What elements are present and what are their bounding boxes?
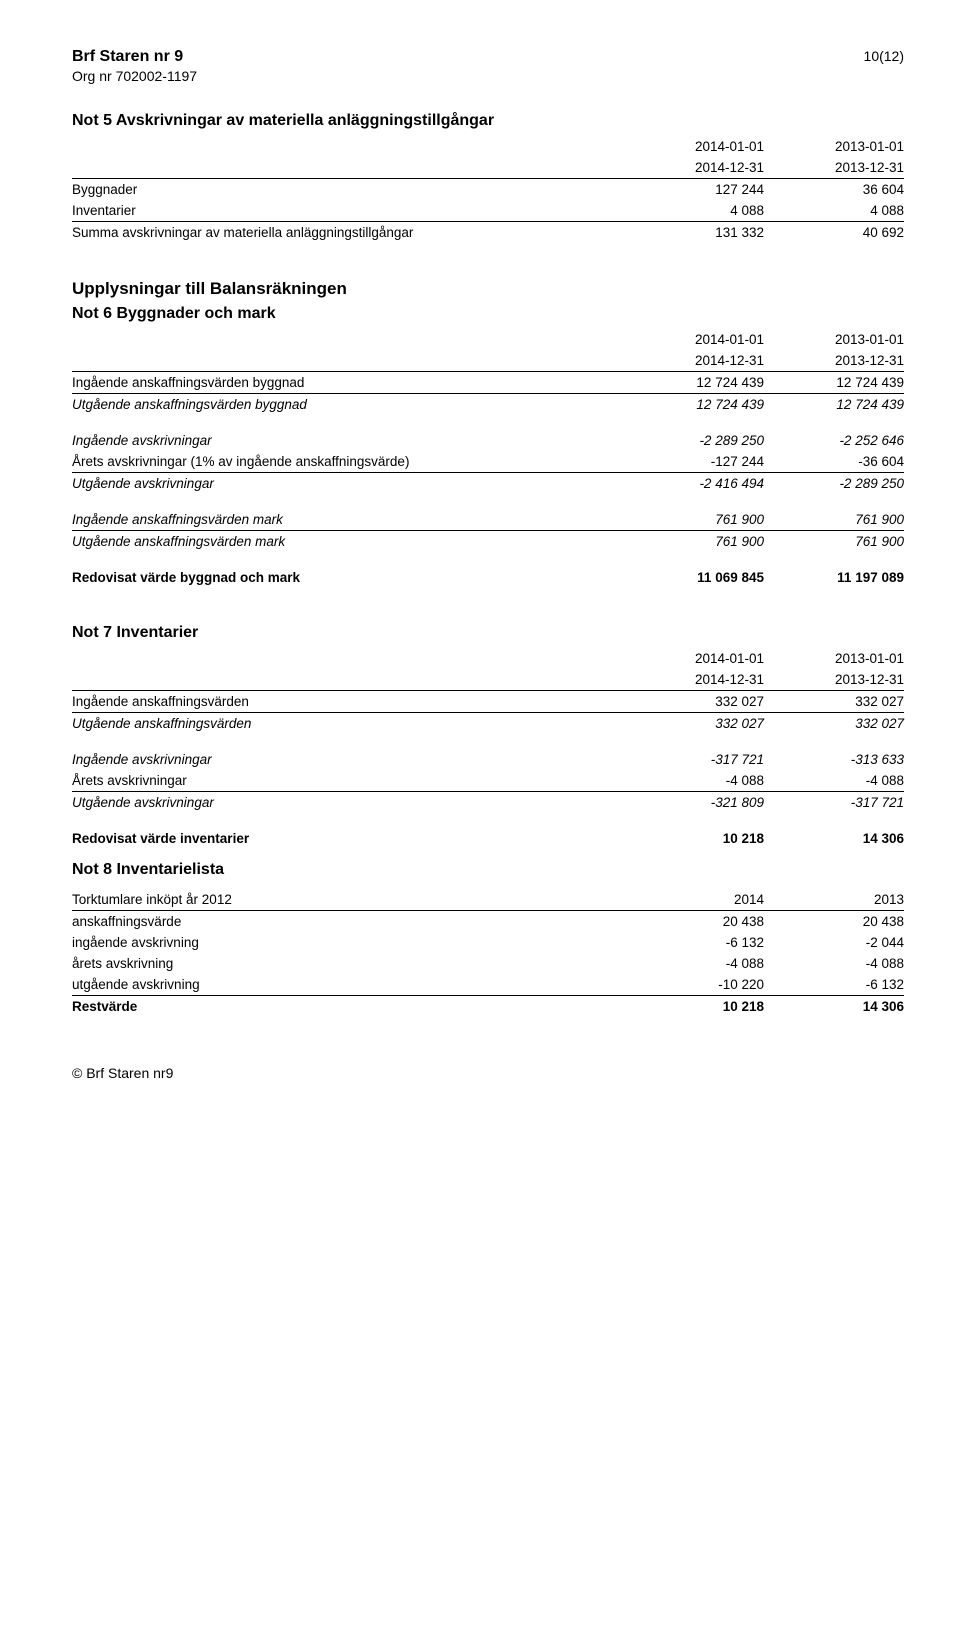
cell: 11 197 089 xyxy=(764,552,904,588)
cell: 11 069 845 xyxy=(644,552,764,588)
cell: 12 724 439 xyxy=(764,394,904,416)
row-label: Utgående avskrivningar xyxy=(72,792,644,814)
row-label: årets avskrivning xyxy=(72,953,644,974)
cell: -2 252 646 xyxy=(764,415,904,451)
cell: 2014 xyxy=(644,889,764,911)
cell: 2013 xyxy=(764,889,904,911)
col-header: 2013-12-31 xyxy=(764,157,904,179)
cell: 332 027 xyxy=(644,691,764,713)
cell: 332 027 xyxy=(764,713,904,735)
not7-table: 2014-01-01 2013-01-01 2014-12-31 2013-12… xyxy=(72,648,904,849)
row-label: Redovisat värde inventarier xyxy=(72,813,644,849)
row-label: Utgående anskaffningsvärden mark xyxy=(72,531,644,553)
cell: 332 027 xyxy=(644,713,764,735)
row-label: Ingående anskaffningsvärden mark xyxy=(72,494,644,531)
not5-table: 2014-01-01 2013-01-01 2014-12-31 2013-12… xyxy=(72,136,904,243)
cell: 40 692 xyxy=(764,222,904,244)
cell: 20 438 xyxy=(644,911,764,933)
col-header: 2013-12-31 xyxy=(764,350,904,372)
footer-copyright: © Brf Staren nr9 xyxy=(72,1065,904,1081)
row-label: Utgående avskrivningar xyxy=(72,473,644,495)
not6-table: 2014-01-01 2013-01-01 2014-12-31 2013-12… xyxy=(72,329,904,588)
org-title: Brf Staren nr 9 xyxy=(72,48,183,66)
row-label: Restvärde xyxy=(72,996,644,1018)
cell: 36 604 xyxy=(764,179,904,201)
page-header: Brf Staren nr 9 10(12) xyxy=(72,48,904,66)
cell: 20 438 xyxy=(764,911,904,933)
row-label: Utgående anskaffningsvärden byggnad xyxy=(72,394,644,416)
cell: -313 633 xyxy=(764,734,904,770)
row-label: Årets avskrivningar xyxy=(72,770,644,792)
cell: -6 132 xyxy=(644,932,764,953)
cell: -2 044 xyxy=(764,932,904,953)
cell: -6 132 xyxy=(764,974,904,996)
col-header: 2014-12-31 xyxy=(644,350,764,372)
cell: 761 900 xyxy=(644,494,764,531)
not6-title: Not 6 Byggnader och mark xyxy=(72,305,904,323)
row-label: Ingående anskaffningsvärden xyxy=(72,691,644,713)
cell: -321 809 xyxy=(644,792,764,814)
cell: 761 900 xyxy=(764,494,904,531)
col-header: 2013-12-31 xyxy=(764,669,904,691)
not5-title: Not 5 Avskrivningar av materiella anlägg… xyxy=(72,112,904,130)
cell: 4 088 xyxy=(764,200,904,222)
row-label: Ingående avskrivningar xyxy=(72,415,644,451)
cell: 12 724 439 xyxy=(644,372,764,394)
row-label: Ingående avskrivningar xyxy=(72,734,644,770)
cell: -4 088 xyxy=(644,770,764,792)
not7-title: Not 7 Inventarier xyxy=(72,624,904,642)
row-label: Utgående anskaffningsvärden xyxy=(72,713,644,735)
row-label: anskaffningsvärde xyxy=(72,911,644,933)
cell: -4 088 xyxy=(764,953,904,974)
cell: -4 088 xyxy=(764,770,904,792)
row-label: ingående avskrivning xyxy=(72,932,644,953)
row-label: utgående avskrivning xyxy=(72,974,644,996)
not8-table: Torktumlare inköpt år 2012 2014 2013 ans… xyxy=(72,889,904,1017)
cell: -2 289 250 xyxy=(644,415,764,451)
cell: 127 244 xyxy=(644,179,764,201)
cell: -2 416 494 xyxy=(644,473,764,495)
col-header: 2014-01-01 xyxy=(644,648,764,669)
page-number: 10(12) xyxy=(864,48,904,64)
cell: -127 244 xyxy=(644,451,764,473)
row-label: Redovisat värde byggnad och mark xyxy=(72,552,644,588)
cell: 10 218 xyxy=(644,813,764,849)
balans-title: Upplysningar till Balansräkningen xyxy=(72,279,904,299)
cell: 12 724 439 xyxy=(764,372,904,394)
cell: -317 721 xyxy=(644,734,764,770)
cell: 14 306 xyxy=(764,813,904,849)
cell: 761 900 xyxy=(764,531,904,553)
row-label: Ingående anskaffningsvärden byggnad xyxy=(72,372,644,394)
cell: 4 088 xyxy=(644,200,764,222)
cell: 761 900 xyxy=(644,531,764,553)
cell: -4 088 xyxy=(644,953,764,974)
col-header: 2013-01-01 xyxy=(764,329,904,350)
col-header: 2014-12-31 xyxy=(644,669,764,691)
col-header: 2014-12-31 xyxy=(644,157,764,179)
col-header: 2014-01-01 xyxy=(644,329,764,350)
org-subtitle: Org nr 702002-1197 xyxy=(72,68,904,84)
cell: 332 027 xyxy=(764,691,904,713)
row-label: Byggnader xyxy=(72,179,644,201)
cell: 10 218 xyxy=(644,996,764,1018)
cell: 131 332 xyxy=(644,222,764,244)
col-header: 2013-01-01 xyxy=(764,136,904,157)
row-label: Summa avskrivningar av materiella anlägg… xyxy=(72,222,644,244)
row-label: Inventarier xyxy=(72,200,644,222)
row-label: Årets avskrivningar (1% av ingående ansk… xyxy=(72,451,644,473)
cell: -36 604 xyxy=(764,451,904,473)
cell: -317 721 xyxy=(764,792,904,814)
cell: 12 724 439 xyxy=(644,394,764,416)
not8-title: Not 8 Inventarielista xyxy=(72,861,904,879)
cell: -2 289 250 xyxy=(764,473,904,495)
cell: -10 220 xyxy=(644,974,764,996)
cell: 14 306 xyxy=(764,996,904,1018)
row-label: Torktumlare inköpt år 2012 xyxy=(72,889,644,911)
col-header: 2013-01-01 xyxy=(764,648,904,669)
col-header: 2014-01-01 xyxy=(644,136,764,157)
